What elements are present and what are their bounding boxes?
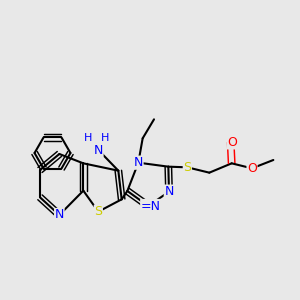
Text: =N: =N (141, 200, 161, 212)
Text: S: S (94, 205, 102, 218)
Text: H: H (101, 133, 110, 143)
Text: O: O (227, 136, 237, 149)
Text: S: S (183, 161, 191, 174)
Text: N: N (134, 156, 143, 169)
Text: N: N (55, 208, 64, 221)
Text: H: H (84, 133, 92, 143)
Text: O: O (247, 162, 257, 175)
Text: N: N (164, 185, 174, 198)
Text: N: N (94, 143, 103, 157)
